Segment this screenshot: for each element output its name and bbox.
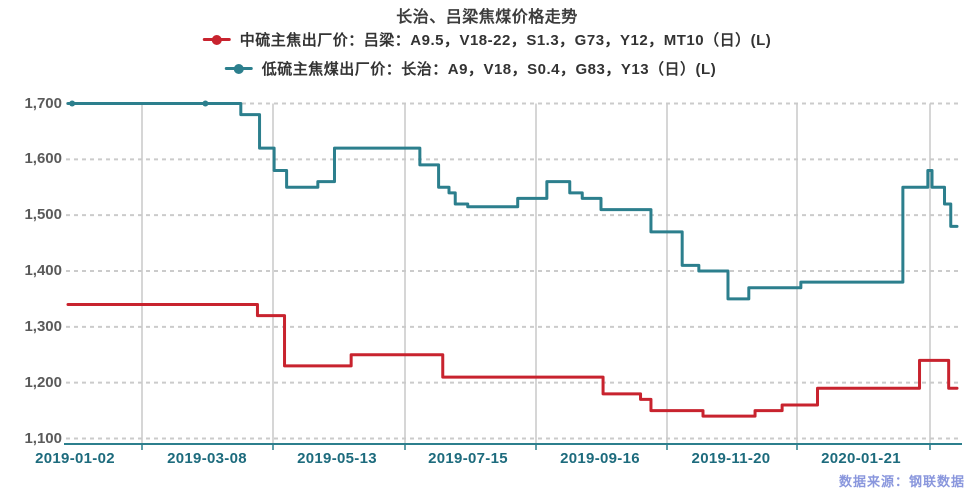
x-tick-label-2019-09-16: 2019-09-16	[560, 450, 640, 467]
legend-label: 中硫主焦出厂价：吕梁：A9.5，V18-22，S1.3，G73，Y12，MT10…	[239, 32, 772, 49]
legend-item-low-sulfur-changzhi[interactable]: 低硫主焦煤出厂价：长治：A9，V18，S0.4，G83，Y13（日）(L)	[224, 54, 771, 83]
legend-line-dot-marker-teal	[224, 62, 253, 76]
legend-line-dot-marker-red	[202, 33, 231, 47]
y-tick-label-1,100: 1,100	[24, 429, 62, 447]
y-tick-label-1,200: 1,200	[24, 373, 62, 391]
legend: 中硫主焦出厂价：吕梁：A9.5，V18-22，S1.3，G73，Y12，MT10…	[202, 25, 772, 83]
x-tick-label-2019-11-20: 2019-11-20	[691, 450, 771, 467]
series-1-point-marker-0[interactable]	[69, 100, 76, 107]
series-1-point-marker-1[interactable]	[202, 100, 209, 107]
y-tick-label-1,700: 1,700	[24, 94, 62, 112]
y-tick-label-1,400: 1,400	[24, 262, 62, 279]
chart-title: 长治、吕梁焦煤价格走势	[396, 9, 578, 26]
x-tick-label-2019-05-13: 2019-05-13	[297, 450, 377, 467]
y-tick-label-1,600: 1,600	[24, 150, 62, 168]
series-line-1[interactable]	[66, 102, 959, 301]
x-tick-label-2019-01-02: 2019-01-02	[35, 450, 115, 467]
data-source-watermark: 数据来源：钢联数据	[838, 474, 965, 489]
x-tick-label-2020-01-21: 2020-01-21	[821, 450, 901, 467]
y-tick-label-1,500: 1,500	[24, 206, 62, 224]
y-tick-label-1,300: 1,300	[24, 317, 62, 335]
legend-item-medium-sulfur-luliang[interactable]: 中硫主焦出厂价：吕梁：A9.5，V18-22，S1.3，G73，Y12，MT10…	[202, 25, 772, 54]
x-tick-label-2019-07-15: 2019-07-15	[428, 450, 508, 467]
series-line-0[interactable]	[66, 303, 959, 418]
x-tick-label-2019-03-08: 2019-03-08	[167, 450, 247, 467]
legend-marker-dot	[233, 63, 244, 74]
legend-label: 低硫主焦煤出厂价：长治：A9，V18，S0.4，G83，Y13（日）(L)	[261, 61, 717, 78]
legend-marker-dot	[211, 34, 222, 45]
